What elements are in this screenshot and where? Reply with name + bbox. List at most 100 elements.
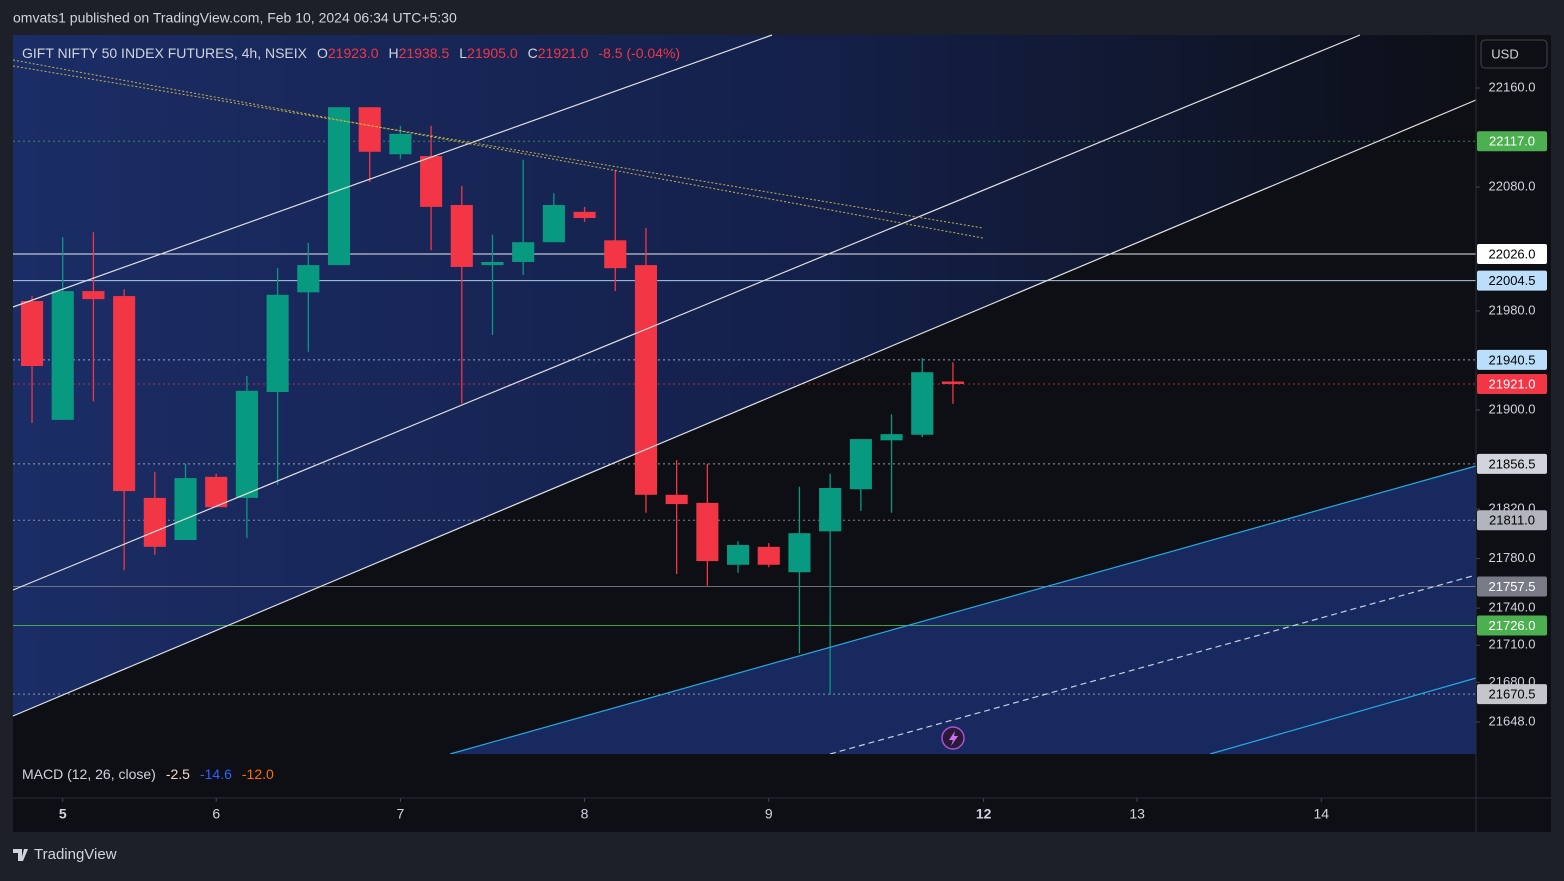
candle-body — [727, 544, 750, 565]
x-tick-label: 5 — [59, 806, 67, 822]
candle-body — [941, 381, 964, 384]
candle-body — [266, 294, 289, 393]
x-tick-label: 14 — [1314, 806, 1330, 822]
legend-key: C — [528, 45, 538, 61]
x-tick-label: 8 — [581, 806, 589, 822]
candle-body — [20, 301, 44, 367]
candle-body — [634, 265, 658, 495]
trend-line — [12, 34, 773, 308]
legend-key: L — [459, 45, 467, 61]
price-tag — [1477, 684, 1547, 705]
trend-line — [12, 34, 1361, 591]
price-tag-label: 21940.5 — [1489, 352, 1536, 367]
candle-body — [819, 487, 842, 532]
price-tag-label: 22004.5 — [1489, 273, 1536, 288]
candle-body — [205, 476, 228, 508]
candle-body — [880, 434, 903, 441]
price-tag — [1477, 349, 1547, 370]
currency: USD — [1491, 46, 1518, 61]
event-icon-bolt — [949, 731, 958, 746]
legend-change: -8.5 (-0.04%) — [598, 45, 680, 61]
y-tick-label: 21980.0 — [1489, 302, 1536, 317]
indicator-name: MACD (12, 26, close) — [22, 766, 156, 782]
candle-body — [113, 296, 136, 492]
price-tag — [1477, 131, 1547, 152]
x-tick-label: 6 — [212, 806, 220, 822]
x-tick-label: 13 — [1129, 806, 1145, 822]
price-tag — [1477, 510, 1547, 531]
indicator-value: -2.5 — [166, 766, 190, 782]
brand: TradingView — [34, 846, 117, 863]
trend-line — [12, 99, 1477, 717]
candle-body — [665, 494, 688, 505]
price-tag-label: 21921.0 — [1489, 376, 1536, 391]
x-tick-label: 9 — [765, 806, 773, 822]
candle-body — [174, 478, 197, 541]
trend-line — [829, 574, 1477, 755]
candle-body — [757, 546, 780, 565]
symbol: GIFT NIFTY 50 INDEX FUTURES, 4h, NSEIX — [22, 45, 308, 61]
candle-body — [788, 533, 811, 573]
y-tick-label: 21710.0 — [1489, 637, 1536, 652]
candle-body — [911, 372, 934, 435]
price-tag — [1477, 576, 1547, 597]
candle-body — [512, 242, 535, 262]
y-tick-label: 21780.0 — [1489, 550, 1536, 565]
legend: GIFT NIFTY 50 INDEX FUTURES, 4h, NSEIX O2… — [22, 45, 680, 61]
candle-body — [696, 502, 719, 562]
trend-line — [449, 465, 1477, 755]
x-tick-label: 12 — [976, 806, 992, 822]
price-tag-label: 21670.5 — [1489, 687, 1536, 702]
y-tick-label: 21648.0 — [1489, 713, 1536, 728]
indicator-value: -12.0 — [242, 766, 274, 782]
price-tag-label: 21757.5 — [1489, 579, 1536, 594]
price-tag — [1477, 243, 1547, 264]
x-tick-label: 7 — [396, 806, 404, 822]
trend-line — [12, 59, 984, 239]
candle-body — [389, 133, 412, 155]
price-tag-label: 21811.0 — [1489, 513, 1535, 528]
y-tick-label: 21740.0 — [1489, 600, 1536, 615]
candle-body — [481, 261, 504, 266]
price-tag-label: 21856.5 — [1489, 456, 1536, 471]
trend-line — [1209, 677, 1477, 755]
candle-body — [849, 439, 872, 490]
indicator-pane — [13, 754, 1476, 798]
y-tick-label: 22080.0 — [1489, 179, 1536, 194]
price-tag — [1477, 453, 1547, 474]
candle-body — [327, 107, 351, 266]
y-tick-label: 22160.0 — [1489, 79, 1536, 94]
attribution: omvats1 published on TradingView.com, Fe… — [13, 10, 457, 26]
candle-body — [542, 205, 565, 243]
candle-body — [297, 265, 320, 293]
legend-value: 21921.0 — [538, 45, 589, 61]
candle-body — [358, 107, 381, 152]
indicator-legend: MACD (12, 26, close) -2.5 -14.6 -12.0 — [22, 766, 274, 782]
legend-value: 21923.0 — [328, 45, 379, 61]
legend-value: 21905.0 — [467, 45, 518, 61]
price-tag — [1477, 615, 1547, 636]
candle-body — [420, 156, 443, 207]
candle-body — [82, 291, 105, 300]
candle-body — [604, 240, 627, 269]
plot — [13, 107, 1476, 695]
candle-body — [235, 390, 258, 498]
legend-key: H — [389, 45, 399, 61]
currency-button[interactable] — [1480, 39, 1548, 69]
price-tag-label: 22117.0 — [1489, 134, 1535, 149]
indicator-value: -14.6 — [200, 766, 232, 782]
legend-value: 21938.5 — [399, 45, 450, 61]
candle-body — [573, 211, 596, 219]
candle-body — [51, 291, 74, 420]
candle-body — [450, 205, 473, 267]
candle-body — [143, 497, 166, 547]
legend-key: O — [317, 45, 328, 61]
channel-shade — [13, 35, 1476, 716]
price-tag — [1477, 373, 1547, 394]
brand-logo — [13, 849, 28, 861]
price-tag — [1477, 270, 1547, 291]
y-tick-label: 21900.0 — [1489, 401, 1536, 416]
price-tag-label: 21726.0 — [1489, 618, 1536, 633]
price-tag-label: 22026.0 — [1489, 246, 1536, 261]
